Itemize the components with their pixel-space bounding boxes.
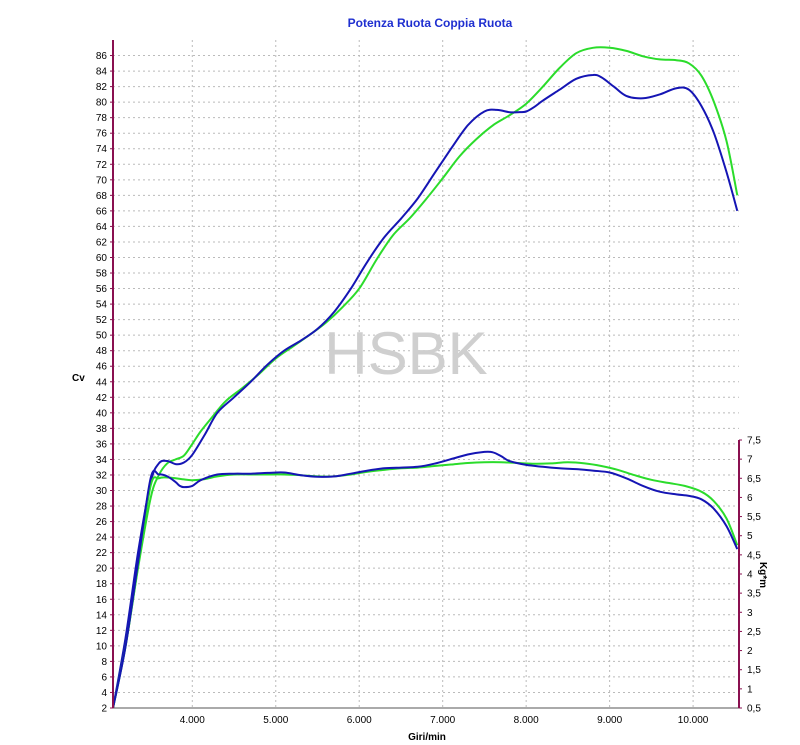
x-tick-label: 9.000 xyxy=(597,715,622,726)
series-line-power-green xyxy=(112,46,739,709)
x-tick-label: 7.000 xyxy=(430,715,455,726)
y-left-tick-label: 40 xyxy=(96,408,108,419)
y-left-tick-label: 6 xyxy=(101,672,107,683)
y-axis-label-right: Kg*m xyxy=(757,562,768,588)
y-left-tick-label: 72 xyxy=(96,160,108,171)
chart-title: Potenza Ruota Coppia Ruota xyxy=(348,16,513,30)
y-right-tick-label: 5,5 xyxy=(747,512,761,523)
y-left-tick-label: 36 xyxy=(96,439,108,450)
y-left-tick-label: 18 xyxy=(96,579,108,590)
y-left-tick-label: 70 xyxy=(96,175,108,186)
y-right-tick-label: 1 xyxy=(747,684,753,695)
y-right-tick-label: 3,5 xyxy=(747,589,761,600)
x-tick-label: 6.000 xyxy=(347,715,372,726)
watermark: HSBK xyxy=(324,320,487,387)
y-left-tick-label: 10 xyxy=(96,641,108,652)
y-right-tick-label: 1,5 xyxy=(747,665,761,676)
y-left-tick-label: 84 xyxy=(96,67,108,78)
y-left-tick-label: 44 xyxy=(96,377,108,388)
y-left-tick-label: 66 xyxy=(96,206,108,217)
y-left-tick-label: 64 xyxy=(96,222,108,233)
y-left-tick-label: 74 xyxy=(96,144,108,155)
y-left-tick-label: 60 xyxy=(96,253,108,264)
y-left-tick-label: 20 xyxy=(96,564,108,575)
axes xyxy=(110,40,742,709)
y-left-tick-label: 32 xyxy=(96,470,108,481)
series-line-power-blue xyxy=(112,73,739,709)
y-axis-label-left: Cv xyxy=(72,373,85,384)
y-left-tick-label: 38 xyxy=(96,424,108,435)
y-left-tick-label: 46 xyxy=(96,362,108,373)
y-left-tick-label: 2 xyxy=(101,704,107,715)
tick-labels: 2468101214161820222426283032343638404244… xyxy=(96,51,761,726)
x-tick-label: 8.000 xyxy=(514,715,539,726)
y-left-tick-label: 80 xyxy=(96,98,108,109)
y-left-tick-label: 28 xyxy=(96,502,108,513)
y-left-tick-label: 4 xyxy=(101,688,107,699)
series-line-torque-green xyxy=(112,461,739,709)
series-layer xyxy=(112,46,739,709)
y-left-tick-label: 86 xyxy=(96,51,108,62)
y-left-tick-label: 76 xyxy=(96,129,108,140)
y-left-tick-label: 12 xyxy=(96,626,108,637)
x-tick-label: 5.000 xyxy=(263,715,288,726)
y-left-tick-label: 14 xyxy=(96,610,108,621)
y-right-tick-label: 0,5 xyxy=(747,704,761,715)
y-right-tick-label: 4 xyxy=(747,570,753,581)
y-left-tick-label: 34 xyxy=(96,455,108,466)
y-right-tick-label: 7 xyxy=(747,455,753,466)
x-axis-label: Giri/min xyxy=(408,732,446,743)
y-right-tick-label: 2 xyxy=(747,646,753,657)
y-right-tick-label: 4,5 xyxy=(747,550,761,561)
grid xyxy=(113,40,739,708)
x-tick-label: 4.000 xyxy=(180,715,205,726)
y-left-tick-label: 54 xyxy=(96,300,108,311)
y-right-tick-label: 5 xyxy=(747,531,753,542)
y-left-tick-label: 56 xyxy=(96,284,108,295)
y-left-tick-label: 48 xyxy=(96,346,108,357)
y-left-tick-label: 50 xyxy=(96,331,108,342)
y-left-tick-label: 78 xyxy=(96,113,108,124)
y-left-tick-label: 58 xyxy=(96,269,108,280)
y-left-tick-label: 30 xyxy=(96,486,108,497)
y-right-tick-label: 6,5 xyxy=(747,474,761,485)
y-left-tick-label: 22 xyxy=(96,548,108,559)
y-left-tick-label: 82 xyxy=(96,82,108,93)
y-right-tick-label: 7,5 xyxy=(747,436,761,447)
y-left-tick-label: 8 xyxy=(101,657,107,668)
y-left-tick-label: 42 xyxy=(96,393,108,404)
x-tick-label: 10.000 xyxy=(678,715,709,726)
y-left-tick-label: 52 xyxy=(96,315,108,326)
y-right-tick-label: 2,5 xyxy=(747,627,761,638)
series-line-torque-blue xyxy=(112,450,739,709)
y-right-tick-label: 6 xyxy=(747,493,753,504)
y-left-tick-label: 62 xyxy=(96,237,108,248)
y-right-tick-label: 3 xyxy=(747,608,753,619)
y-left-tick-label: 24 xyxy=(96,533,108,544)
y-left-tick-label: 68 xyxy=(96,191,108,202)
y-left-tick-label: 26 xyxy=(96,517,108,528)
y-left-tick-label: 16 xyxy=(96,595,108,606)
